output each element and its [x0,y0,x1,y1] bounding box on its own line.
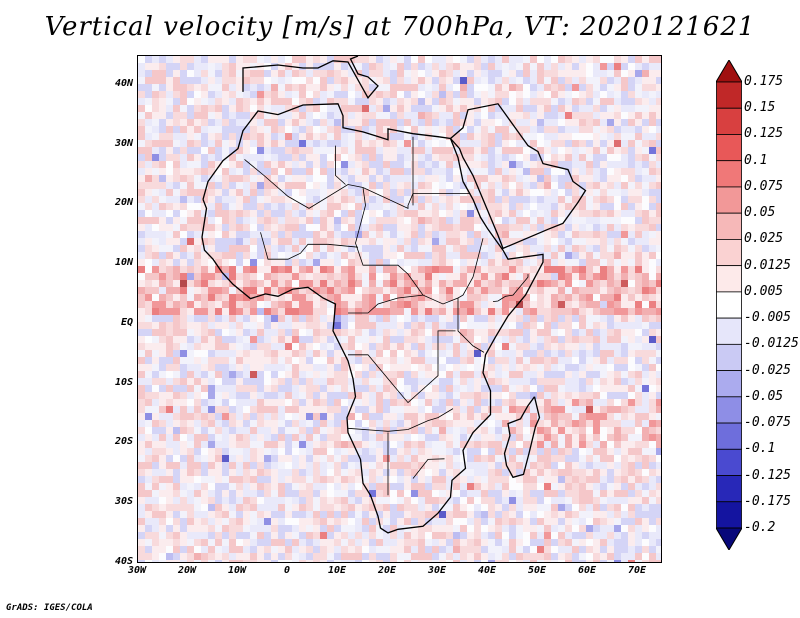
colorbar-box [716,186,742,214]
lon-tick-label: 40E [477,565,497,576]
lon-tick-label: 60E [577,565,597,576]
colorbar-box [716,343,742,371]
lat-tick-label: 40S [114,556,133,567]
colorbar-box [716,501,742,529]
colorbar-box [716,107,742,135]
lon-tick-label: 10W [227,565,247,576]
vertical-velocity-field [138,56,661,562]
africa-coastline [201,103,544,534]
colorbar-level-label: 0.0125 [744,257,791,273]
lon-tick-label: 50E [527,565,547,576]
country-border [412,458,445,479]
colorbar-box [716,160,742,188]
colorbar-bottom-arrow [716,527,742,550]
colorbar-level-label: -0.05 [744,388,784,404]
arabia-coastline [450,103,587,250]
lat-tick-label: 40N [114,77,133,89]
country-border [244,159,471,210]
colorbar-box [716,370,742,398]
country-border [348,330,456,404]
lon-tick-label: 10E [327,565,347,576]
lon-tick-label: 30E [427,565,447,576]
colorbar-level-label: 0.15 [744,100,776,116]
colorbar-level-label: -0.0125 [744,336,799,352]
lon-tick-label: 30W [127,565,147,576]
country-border [335,145,346,185]
country-border [348,294,424,314]
chart-title: Vertical velocity [m/s] at 700hPa, VT: 2… [44,12,756,42]
colorbar-box [716,81,742,109]
lat-tick-label: 10S [114,376,133,388]
colorbar-top-arrow [716,60,742,83]
lat-tick-label: 20S [114,436,133,448]
colorbar-box [716,239,742,267]
lon-tick-label: 20E [377,565,397,576]
lat-tick-label: 10N [114,257,133,269]
lat-tick-label: 30N [114,137,133,149]
europe-coastline [242,56,379,99]
map-panel [137,55,662,563]
colorbar-box [716,134,742,162]
colorbar-level-label: 0.125 [744,126,784,142]
country-border [355,187,484,305]
lat-tick-label: 20N [114,197,133,209]
madagascar-coastline [503,396,541,479]
country-border [457,298,485,353]
lon-tick-label: 70E [627,565,647,576]
grads-credit: GrADS: IGES/COLA [6,603,93,613]
colorbar-box [716,475,742,503]
colorbar-level-label: -0.125 [744,467,791,483]
colorbar-level-label: -0.025 [744,362,791,378]
colorbar-box [716,291,742,319]
colorbar-box [716,396,742,424]
colorbar-level-label: -0.075 [744,415,791,431]
colorbar-level-label: -0.2 [744,520,776,535]
colorbar-level-label: 0.1 [744,152,768,168]
country-border [260,232,359,260]
colorbar-level-label: -0.005 [744,310,791,326]
lat-tick-label: EQ [120,316,133,328]
lon-tick-label: 0 [283,565,291,576]
colorbar-level-label: 0.175 [744,74,784,89]
colorbar-level-label: -0.1 [744,441,776,457]
colorbar-level-label: -0.175 [744,493,791,509]
colorbar-box [716,422,742,450]
colorbar-box [716,265,742,293]
colorbar [716,60,742,550]
colorbar-box [716,448,742,476]
colorbar-level-label: 0.025 [744,231,784,247]
colorbar-level-label: 0.005 [744,283,784,299]
colorbar-box [716,212,742,240]
country-border [492,274,529,302]
colorbar-level-label: 0.05 [744,205,776,221]
lon-tick-label: 20W [177,565,197,576]
colorbar-level-label: 0.075 [744,178,784,194]
country-border [347,408,454,432]
colorbar-box [716,317,742,345]
lat-tick-label: 30S [114,496,133,508]
